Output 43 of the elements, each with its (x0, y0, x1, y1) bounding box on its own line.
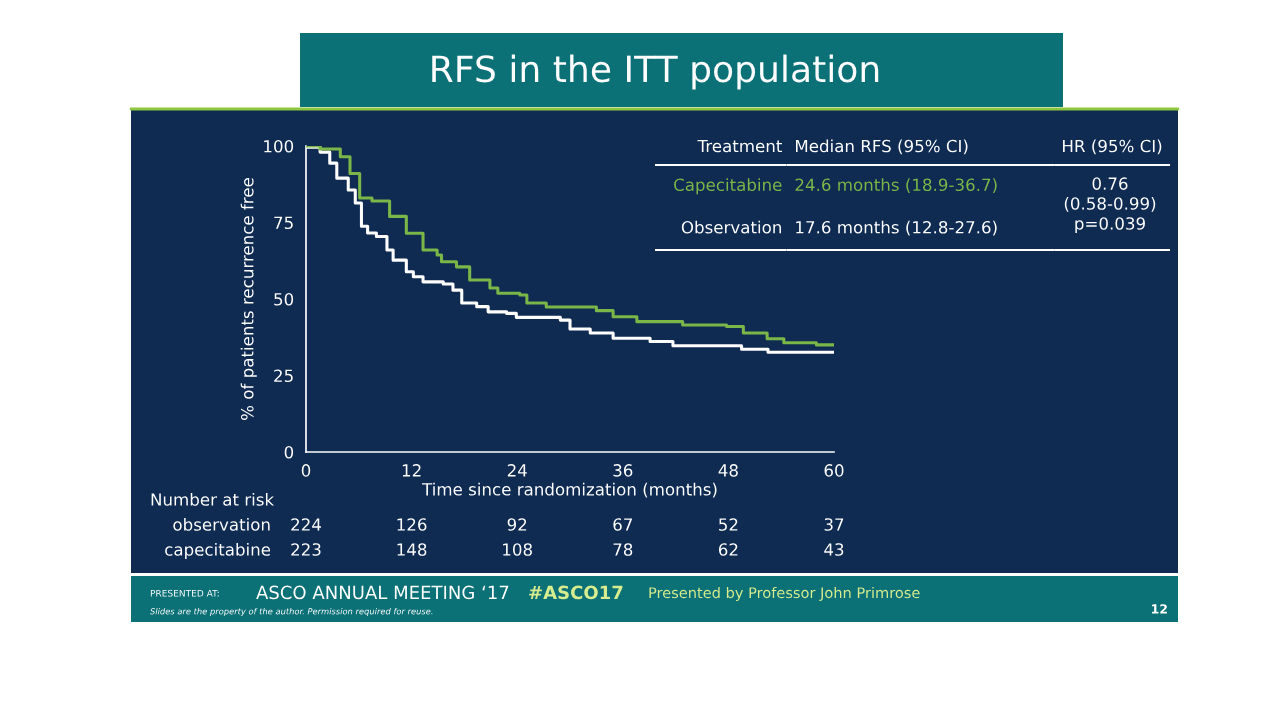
chart-title: RFS in the ITT population (432, 54, 879, 90)
y-tick-label: 75 (274, 216, 293, 230)
text: PRESENTED AT: (150, 589, 219, 597)
text: 62 (718, 543, 738, 556)
y-tick-label: 50 (274, 292, 294, 306)
x-tick-label: 48 (718, 464, 738, 477)
text: 92 (507, 518, 527, 531)
text: 148 (397, 543, 427, 556)
text: 43 (824, 543, 844, 556)
y-tick-label: 100 (264, 139, 294, 153)
text: #ASCO17 (529, 585, 623, 600)
text: 223 (291, 543, 321, 556)
annotation: 24.6 months (18.9-36.7) (795, 178, 997, 194)
text: Number at risk (151, 492, 275, 506)
y-axis-title: % of patients recurrence free (240, 178, 257, 420)
text: HR (95% CI) (1063, 139, 1162, 155)
text: 126 (397, 518, 427, 531)
text: capecitabine (165, 542, 271, 560)
text: 37 (824, 518, 844, 531)
text: 52 (719, 518, 738, 531)
text: Capecitabine (674, 178, 782, 195)
x-tick-label: 60 (824, 464, 844, 477)
annotation: 17.6 months (12.8-27.6) (796, 220, 997, 236)
text: Observation (681, 220, 781, 234)
annotation: Treatment (697, 139, 782, 153)
text: 12 (1152, 604, 1167, 614)
text: 67 (613, 518, 632, 531)
x-tick-label: 0 (301, 464, 311, 477)
text: observation (173, 517, 270, 531)
x-tick-label: 36 (613, 464, 633, 477)
text: 0.76 (0.58-0.99) p=0.039 (1064, 177, 1156, 233)
x-axis-title: Time since randomization (months) (422, 482, 717, 498)
text: 224 (291, 518, 321, 531)
text: ASCO ANNUAL MEETING ‘17 (256, 585, 509, 600)
x-tick-label: 12 (402, 464, 421, 477)
annotation: Median RFS (95% CI) (795, 139, 968, 155)
text: 78 (613, 543, 633, 556)
y-tick-label: 25 (274, 369, 293, 383)
y-tick-label: 0 (284, 445, 294, 459)
text: Slides are the property of the author. Permission required for reuse. (150, 607, 433, 617)
text: 108 (503, 543, 532, 556)
text: Presented by Professor John Primrose (649, 586, 920, 602)
x-tick-label: 24 (507, 464, 527, 477)
